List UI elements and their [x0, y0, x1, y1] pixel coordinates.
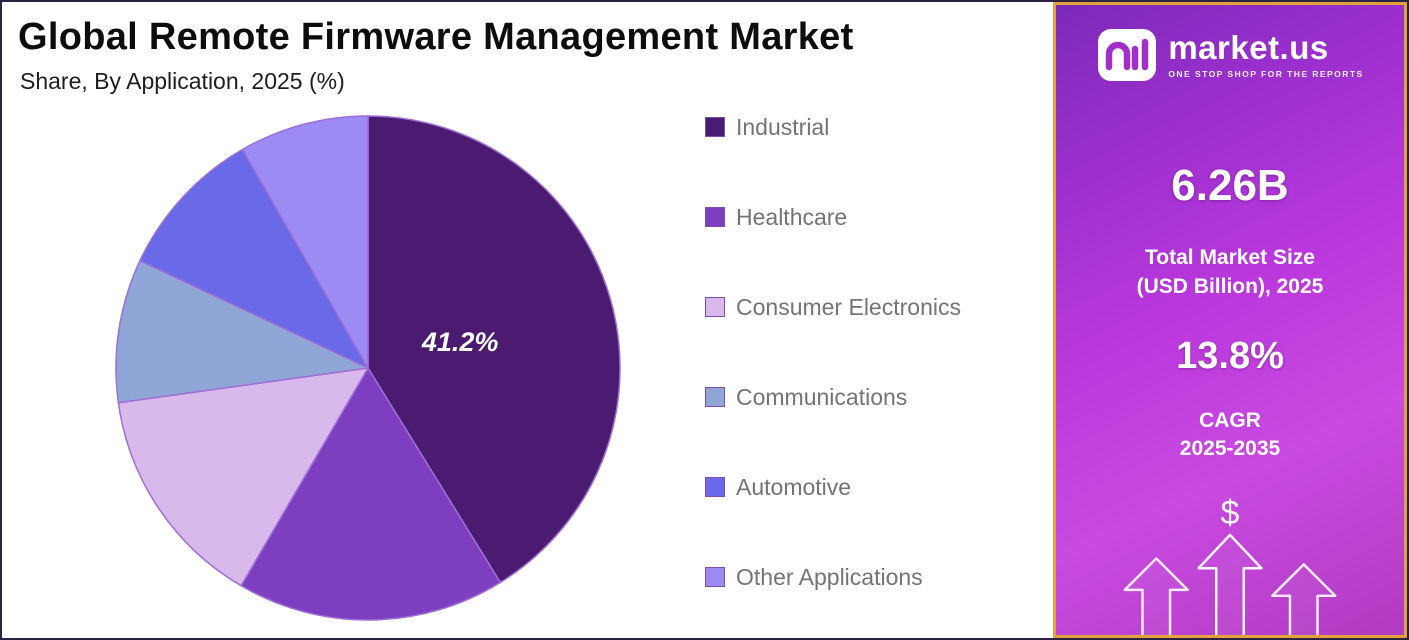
legend-swatch [705, 207, 725, 227]
legend: Industrial Healthcare Consumer Electronics… [705, 112, 961, 592]
legend-label: Automotive [736, 473, 852, 500]
page-title: Global Remote Firmware Management Market [18, 16, 854, 58]
pie-chart: 41.2% [115, 115, 621, 621]
cagr-label-line1: CAGR [1199, 409, 1261, 432]
market-size-label-line1: Total Market Size [1145, 246, 1315, 269]
legend-swatch [705, 567, 725, 587]
market-us-logo-icon [1098, 29, 1157, 81]
legend-label: Consumer Electronics [736, 293, 961, 320]
pie-slice-healthcare [240, 367, 502, 621]
brand-tagline: ONE STOP SHOP FOR THE REPORTS [1168, 69, 1364, 79]
pie-chart-container: 41.2% [108, 108, 628, 628]
chart-section: Global Remote Firmware Management Market… [2, 2, 1053, 638]
cagr-label: CAGR 2025-2035 [1056, 407, 1404, 464]
brand-logo: market.us ONE STOP SHOP FOR THE REPORTS [1056, 27, 1404, 83]
pie-slice-other-applications [241, 115, 369, 369]
legend-label: Industrial [736, 113, 830, 140]
legend-swatch [705, 117, 725, 137]
market-size-value: 6.26B [1171, 161, 1289, 210]
legend-swatch [705, 477, 725, 497]
legend-item: Communications [705, 382, 961, 412]
pie-slice-industrial [367, 115, 621, 584]
legend-item: Other Applications [705, 562, 961, 592]
legend-swatch [705, 297, 725, 317]
legend-label: Other Applications [736, 563, 923, 590]
brand-panel: market.us ONE STOP SHOP FOR THE REPORTS … [1053, 2, 1407, 638]
market-size-label: Total Market Size (USD Billion), 2025 [1056, 243, 1404, 302]
cagr-label-line2: 2025-2035 [1179, 437, 1281, 461]
pie-slice-communications [115, 259, 369, 404]
pie-slice-automotive [139, 148, 369, 369]
legend-swatch [705, 387, 725, 407]
legend-label: Healthcare [736, 203, 848, 230]
legend-label: Communications [736, 383, 908, 410]
page-subtitle: Share, By Application, 2025 (%) [20, 68, 345, 94]
growth-arrows-icon [1123, 533, 1337, 635]
brand-logo-text: market.us ONE STOP SHOP FOR THE REPORTS [1168, 31, 1363, 79]
legend-item: Healthcare [705, 202, 961, 232]
legend-item: Consumer Electronics [705, 292, 961, 322]
legend-item: Industrial [705, 112, 961, 142]
cagr-value: 13.8% [1176, 335, 1284, 377]
legend-item: Automotive [705, 472, 961, 502]
pie-slice-value-label: 41.2% [421, 327, 499, 357]
dollar-icon: $ [1220, 494, 1240, 532]
pie-slice-consumer-electronics [117, 367, 369, 587]
market-size-label-line2: (USD Billion), 2025 [1136, 275, 1324, 299]
brand-name: market.us [1168, 29, 1329, 66]
